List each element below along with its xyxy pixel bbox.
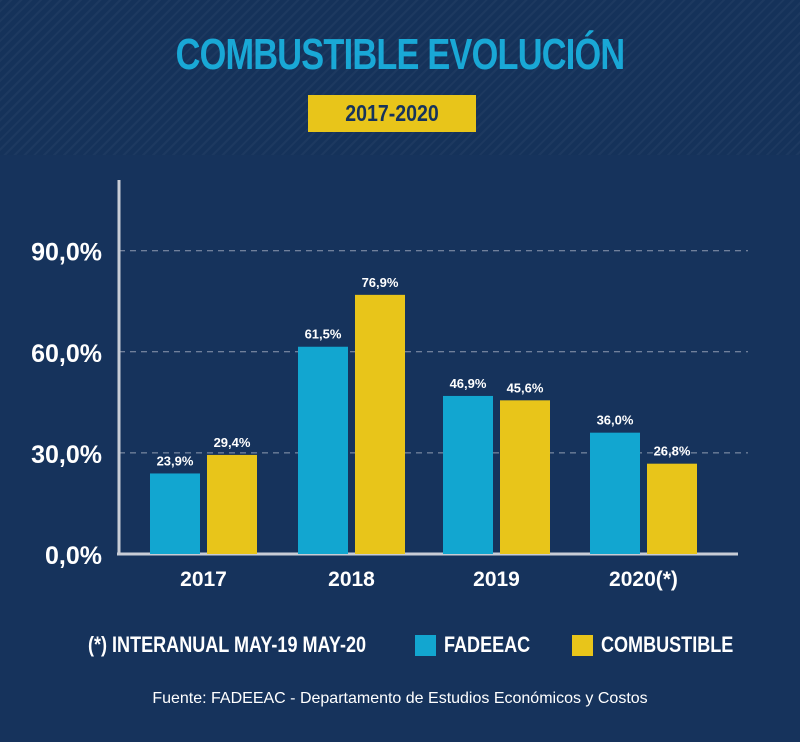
legend-item-fadeeac: FADEEAC (415, 632, 549, 658)
x-tick-label: 2019 (473, 568, 520, 591)
bar-chart: 0,0% 30,0% 60,0% 90,0% 23,9% 29,4% 2017 61,5% 76… (31, 180, 748, 591)
chart-title: COMBUSTIBLE EVOLUCIÓN (175, 30, 626, 79)
footnote: (*) INTERANUAL MAY-19 MAY-20 (88, 632, 367, 657)
bar-fadeeac (150, 473, 200, 554)
data-label: 36,0% (597, 413, 634, 428)
bar-fadeeac (298, 346, 348, 554)
bar-fadeeac (443, 395, 493, 554)
bar-combustible (500, 400, 550, 554)
y-tick-label: 0,0% (45, 542, 102, 570)
legend-swatch-combustible (572, 634, 593, 656)
data-label: 26,8% (654, 444, 691, 459)
x-tick-label: 2018 (328, 568, 375, 591)
data-label: 76,9% (362, 275, 399, 290)
source-note: Fuente: FADEEAC - Departamento de Estudi… (152, 690, 648, 707)
legend-item-combustible: COMBUSTIBLE (572, 632, 762, 658)
x-tick-label: 2017 (180, 568, 227, 591)
data-label: 46,9% (450, 376, 487, 391)
y-tick-label: 90,0% (31, 239, 102, 267)
y-tick-label: 60,0% (31, 340, 102, 368)
data-label: 45,6% (507, 380, 544, 395)
bar-combustible (207, 454, 257, 554)
period-label: 2017-2020 (345, 100, 439, 126)
bar-combustible (647, 463, 697, 554)
bar-fadeeac (590, 432, 640, 554)
legend-label-fadeeac: FADEEAC (444, 632, 531, 657)
legend-swatch-fadeeac (415, 634, 436, 656)
bar-combustible (355, 294, 405, 554)
data-label: 61,5% (305, 327, 342, 342)
period-badge: 2017-2020 (308, 95, 476, 132)
y-tick-label: 30,0% (31, 441, 102, 469)
data-label: 29,4% (214, 435, 251, 450)
legend-label-combustible: COMBUSTIBLE (601, 632, 734, 657)
x-tick-label: 2020(*) (609, 568, 678, 591)
data-label: 23,9% (157, 453, 194, 468)
header-band (0, 0, 800, 155)
